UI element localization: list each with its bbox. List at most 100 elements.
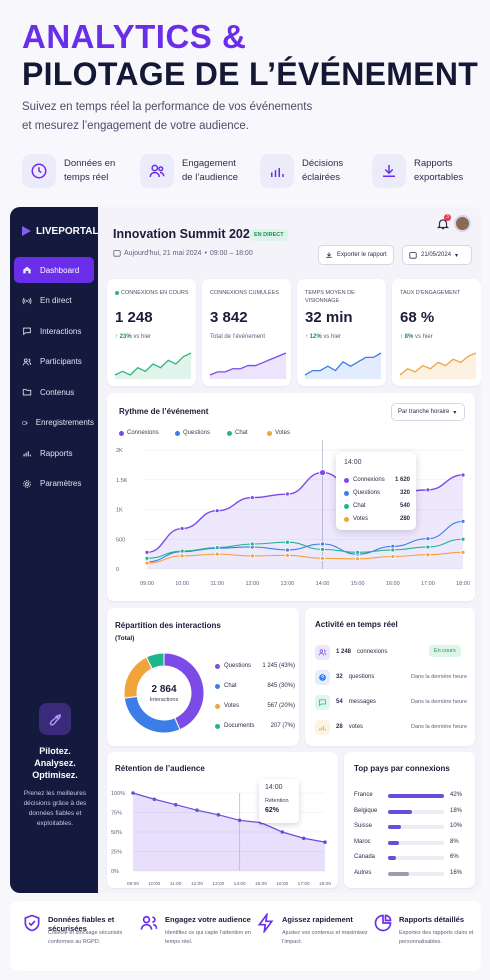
data-point	[285, 547, 290, 553]
x-tick-label: 11:00	[211, 581, 224, 587]
x-tick-label: 13:00	[281, 581, 295, 587]
activity-when: Dans la dernière heure	[411, 724, 467, 730]
sidebar-item-label: Enregistrements	[35, 418, 94, 427]
sidebar-item-rapports[interactable]: Rapports	[14, 440, 94, 466]
avatar[interactable]	[454, 215, 471, 232]
footer-benefit: Agissez rapidement Ajustez vos contenus e…	[256, 911, 368, 963]
legend-item[interactable]: Chat	[227, 430, 248, 436]
tooltip-value: 320	[399, 490, 410, 496]
tooltip-series: Questions	[353, 490, 381, 496]
donut-legend-item: Chat 845 (30%)	[215, 683, 295, 689]
brand-logo[interactable]: LIVEPORTAL	[20, 225, 99, 237]
kpi-delta: 8%	[404, 334, 414, 340]
tooltip-dot	[344, 516, 349, 522]
legend-dot	[215, 703, 220, 709]
footer-benefit: Engagez votre audience Identifiez ce qui …	[139, 913, 251, 963]
kpi-compare: vs hier	[133, 334, 152, 340]
hero-title-line1: ANALYTICS &	[22, 18, 247, 55]
x-tick-label: 13:00	[212, 881, 224, 887]
x-tick-label: 18:00	[456, 581, 470, 587]
export-label: Exporter le rapport	[337, 252, 387, 258]
legend-item[interactable]: Connexions	[119, 430, 159, 436]
data-point	[460, 518, 466, 524]
country-bar-track	[388, 825, 444, 829]
data-point	[131, 791, 135, 795]
data-point	[173, 802, 178, 807]
sparkline	[304, 352, 382, 379]
kpi-value: 68 %	[400, 309, 435, 326]
y-tick-label: 75%	[111, 811, 122, 817]
series-line-votes	[146, 551, 464, 564]
bell-icon[interactable]: 3	[436, 214, 451, 236]
activity-row: 54 messages Dans la dernière heure	[315, 694, 467, 710]
footer-title: Engagez votre audience	[165, 915, 251, 924]
export-report-button[interactable]: Exporter le rapport	[318, 245, 394, 265]
activity-unit: votes	[348, 724, 364, 730]
timeslot-dropdown[interactable]: Par tranche horaire ▾	[391, 403, 465, 421]
feature-decisions: Décisions éclairées	[260, 150, 368, 192]
date-picker[interactable]: 21/05/2024 ▾	[402, 245, 472, 265]
legend-label: Questions	[224, 663, 252, 669]
donut-legend-item: Documents 207 (7%)	[215, 723, 295, 729]
sidebar-item-interactions[interactable]: Interactions	[14, 318, 94, 344]
legend-item[interactable]: Votes	[267, 430, 290, 436]
x-tick-label: 14:00	[316, 581, 330, 587]
kpi-label: CONNEXIONS CUMULÉES	[210, 290, 280, 296]
footer-text: Ajustez vos contenus et maximisez l’impa…	[282, 930, 368, 945]
kpi-compare: vs hier	[415, 334, 433, 340]
x-tick-label: 17:00	[298, 881, 310, 887]
activity-icon-wrap	[315, 644, 330, 660]
retention-tooltip-value: 62%	[265, 807, 280, 814]
legend-dot	[215, 683, 220, 689]
data-point	[425, 552, 431, 558]
footer-benefits: Données fiables et sécurisées Collecte et…	[10, 901, 481, 971]
sidebar-item-enregistrements[interactable]: Enregistrements	[14, 410, 94, 436]
arrow-up-icon: ↑	[115, 334, 118, 340]
legend-value: 1 245 (43%)	[262, 663, 295, 669]
sidebar-item-participants[interactable]: Participants	[14, 349, 94, 375]
footer-title: Données fiables et sécurisées	[48, 915, 115, 933]
distribution-card: Répartition des interactions (Total) 2 86…	[107, 608, 299, 746]
sparkline	[399, 352, 477, 379]
home-icon	[23, 266, 31, 274]
y-tick-label: 500	[116, 537, 125, 543]
x-tick-label: 10:00	[175, 581, 189, 587]
activity-value: 1 248	[336, 649, 352, 655]
y-tick-label: 1.5K	[116, 478, 128, 484]
series-line-questions	[146, 520, 464, 563]
record-icon	[22, 420, 28, 425]
donut-slice-documents	[145, 652, 165, 670]
hero-subtitle: Suivez en temps réel la performance de v…	[22, 101, 313, 132]
tooltip-series: Votes	[353, 516, 369, 522]
sidebar-item-paramtres[interactable]: Paramètres	[14, 471, 94, 497]
activity-card: Activité en temps réel En cours 1 248 con…	[305, 608, 475, 746]
x-tick-label: 18:00	[319, 881, 331, 887]
app-window: LIVEPORTAL Dashboard En direct Interaction…	[10, 207, 481, 893]
country-value: 6%	[450, 854, 459, 860]
data-point	[319, 469, 326, 477]
footer-text: Collecte et stockage sécurisés conformes…	[48, 930, 123, 945]
kpi-label: TAUX D’ENGAGEMENT	[400, 290, 461, 296]
legend-item[interactable]: Questions	[175, 430, 210, 436]
sidebar-item-label: Paramètres	[40, 479, 82, 488]
activity-value: 54	[336, 699, 343, 705]
legend-label: Votes	[224, 703, 240, 709]
feature-engagement: Engagement de l’audience	[140, 150, 248, 192]
sidebar-item-dashboard[interactable]: Dashboard	[14, 257, 94, 283]
kpi-card: CONNEXIONS CUMULÉES 3 842 Total de l’événe…	[202, 279, 291, 386]
legend-label: Chat	[235, 430, 248, 436]
legend-label: Questions	[183, 430, 211, 436]
tooltip-value: 1 620	[394, 477, 410, 483]
activity-unit: messages	[348, 699, 377, 705]
footer-text: Identifiez ce qui capte l’attention en t…	[165, 930, 251, 945]
tooltip-row: Votes 280	[344, 516, 410, 522]
sidebar-item-contenus[interactable]: Contenus	[14, 379, 94, 405]
legend-value: 207 (7%)	[270, 723, 295, 729]
bar-chart-icon	[23, 451, 31, 457]
country-name: Maroc	[354, 838, 371, 845]
hero-section: ANALYTICS & PILOTAGE DE L’ÉVÉNEMENT Suiv…	[0, 0, 490, 205]
sidebar-item-endirect[interactable]: En direct	[14, 288, 94, 314]
data-point	[320, 546, 325, 552]
sparkline-area	[400, 353, 476, 379]
date-text: Aujourd’hui, 21 mai 2024	[124, 249, 202, 257]
